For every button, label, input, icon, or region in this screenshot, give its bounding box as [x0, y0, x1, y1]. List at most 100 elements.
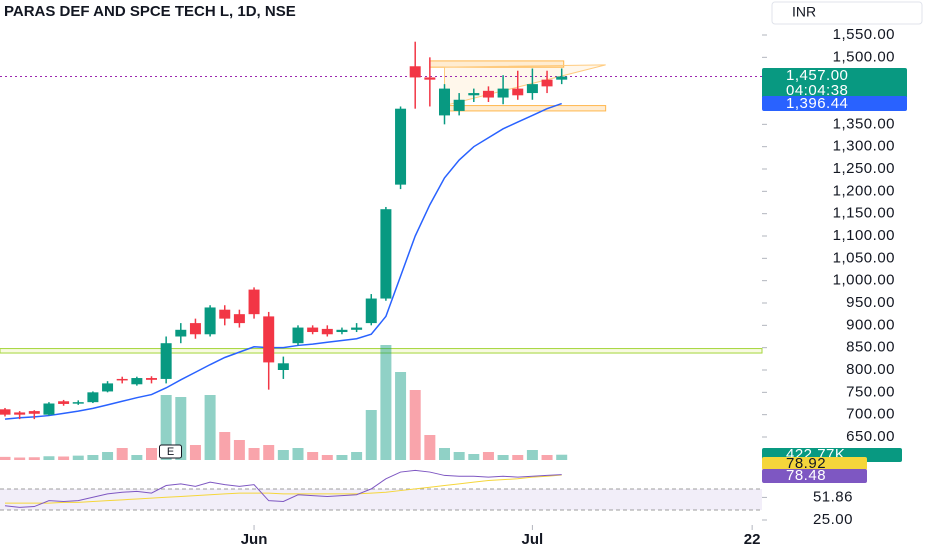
currency-box[interactable] [771, 1, 923, 25]
volume-bar [556, 454, 568, 460]
y-tick-label: 1,350.00 [833, 115, 895, 132]
candle-body [204, 307, 216, 335]
countdown: 04:04:38 [786, 82, 848, 99]
volume-bar [380, 345, 392, 460]
candle-body [453, 99, 465, 111]
candle-body [0, 409, 11, 415]
volume-bar [321, 455, 333, 460]
volume-bar [541, 455, 553, 460]
candle-body [102, 383, 114, 392]
y-tick-label: 700.00 [846, 406, 895, 423]
volume-bar [116, 448, 128, 460]
candle-body [526, 84, 538, 94]
candle-body [87, 392, 99, 403]
volume-bar [409, 390, 421, 460]
volume-bar [292, 448, 304, 460]
y-tick-label: 900.00 [846, 316, 895, 333]
volume-bar [87, 455, 99, 460]
rsi-tick-label: 51.86 [813, 488, 853, 505]
price-badge [762, 68, 907, 99]
volume-bar [43, 456, 55, 460]
volume-bar [219, 432, 231, 460]
volume-bar [395, 372, 407, 460]
candle-body [307, 327, 319, 333]
y-tick-label: 800.00 [846, 361, 895, 378]
y-tick-label: 950.00 [846, 294, 895, 311]
ema-badge [762, 96, 907, 111]
earnings-marker: E [167, 446, 174, 458]
candle-body [321, 328, 333, 335]
candle-body [248, 289, 260, 315]
volume-bar [336, 455, 348, 460]
price-badge-text: 1,457.00 [786, 67, 848, 84]
volume-bar [365, 410, 377, 460]
candle-body [58, 401, 70, 404]
volume-bar [131, 455, 143, 460]
candle-body [292, 327, 304, 344]
candle-body [556, 76, 568, 80]
candle-body [351, 327, 363, 330]
y-tick-label: 1,150.00 [833, 205, 895, 222]
volume-bar [204, 395, 216, 460]
volume-bar [0, 456, 11, 460]
rsi-badge [762, 457, 867, 470]
candle-body [116, 378, 128, 381]
rsi-ma-badge [762, 469, 867, 483]
candle-body [175, 329, 187, 337]
volume-bar [146, 448, 157, 460]
volume-bar [160, 395, 172, 460]
candle-body [263, 316, 275, 363]
rsi-badge-text: 78.92 [786, 455, 826, 472]
volume-bar [424, 435, 436, 460]
volume-bar [189, 445, 201, 460]
x-tick-label: 22 [744, 531, 761, 548]
candle-body [43, 403, 55, 415]
earnings-box [159, 444, 182, 459]
volume-bar [307, 452, 319, 460]
y-tick-label: 1,000.00 [833, 272, 895, 289]
volume-bar [351, 452, 363, 460]
candle-body [482, 90, 494, 98]
volume-bar [14, 457, 26, 460]
zone [444, 105, 607, 112]
volume-bar [497, 455, 509, 460]
candle-body [277, 363, 289, 370]
candle-body [72, 402, 84, 404]
x-tick-label: Jun [241, 531, 268, 548]
candle-body [497, 88, 509, 98]
y-tick-label: 1,200.00 [833, 182, 895, 199]
candle-body [146, 378, 157, 380]
currency[interactable]: INR [792, 4, 816, 20]
y-tick-label: 1,300.00 [833, 138, 895, 155]
volume-bar [28, 457, 40, 460]
volume-bar [175, 397, 187, 460]
candle-body [233, 314, 245, 324]
volume-bar [468, 454, 480, 460]
rsi-band [0, 489, 762, 510]
ema-line [4, 102, 562, 420]
volume-bar [453, 452, 465, 460]
volume-bar [526, 450, 538, 460]
candle-body [409, 66, 421, 78]
y-tick-label: 1,050.00 [833, 249, 895, 266]
rsi-tick-label: 25.00 [813, 511, 853, 528]
candle-body [424, 77, 436, 80]
volume-bar [277, 450, 289, 460]
candle-body [160, 343, 172, 379]
volume-bar [233, 440, 245, 460]
candle-body [131, 378, 143, 385]
y-tick-label: 1,550.00 [833, 26, 895, 43]
zone [0, 348, 763, 354]
y-tick-label: 750.00 [846, 383, 895, 400]
volume-bar [263, 445, 275, 460]
volume-bar [248, 448, 260, 460]
chart-title: PARAS DEF AND SPCE TECH L, 1D, NSE [4, 3, 296, 20]
candle-body [219, 309, 231, 319]
volume-bar [482, 452, 494, 460]
y-tick-label: 850.00 [846, 339, 895, 356]
rsi-line [4, 469, 562, 508]
y-tick-label: 1,250.00 [833, 160, 895, 177]
candle-body [14, 412, 26, 415]
candle-body [380, 209, 392, 299]
candle-body [189, 323, 201, 335]
